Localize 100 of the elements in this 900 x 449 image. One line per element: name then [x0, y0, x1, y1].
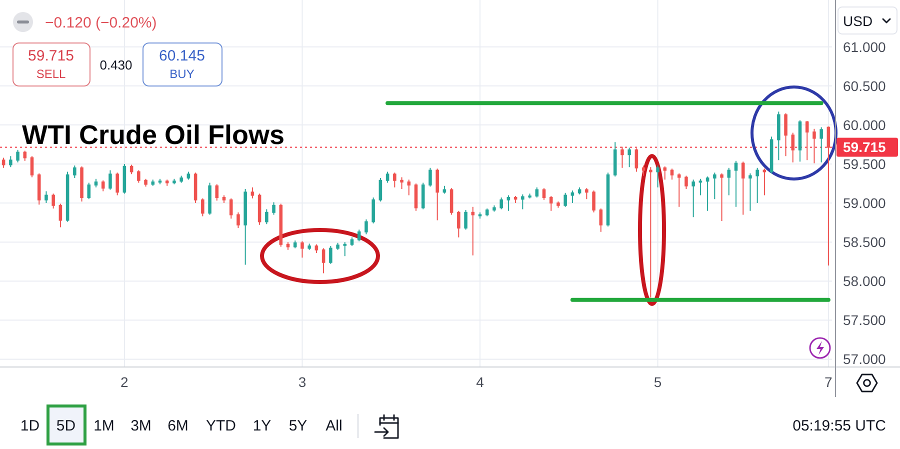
text: 1D — [20, 418, 40, 434]
candlestick — [649, 166, 652, 298]
candlestick — [428, 167, 432, 188]
candlestick — [549, 195, 553, 212]
candlestick — [485, 208, 489, 217]
text: 3M — [130, 418, 152, 434]
y-tick-label: 58.000 — [843, 273, 886, 290]
candlestick — [564, 192, 567, 208]
candlestick — [158, 178, 162, 185]
candlestick — [215, 184, 219, 202]
y-tick-label: 60.500 — [843, 78, 886, 94]
candlestick — [656, 165, 660, 188]
candlestick — [2, 157, 6, 168]
candlestick — [620, 146, 624, 168]
candlestick — [642, 165, 646, 176]
candlestick — [172, 178, 176, 185]
candlestick — [805, 120, 809, 161]
candlestick — [698, 178, 702, 196]
annotation: BUY — [170, 67, 194, 81]
candlestick — [798, 120, 802, 162]
candlestick — [606, 172, 610, 227]
candlestick — [784, 112, 788, 157]
candlestick — [16, 149, 20, 163]
candlestick — [9, 156, 12, 168]
candlestick — [578, 186, 582, 195]
candlestick — [308, 243, 311, 250]
candlestick — [634, 148, 638, 172]
candlestick — [706, 176, 710, 212]
candlestick — [80, 166, 84, 202]
candlestick — [137, 170, 140, 184]
candlestick — [684, 175, 688, 190]
candlestick — [378, 178, 382, 202]
candlestick — [592, 190, 596, 213]
candlestick — [87, 182, 91, 200]
candlestick — [692, 179, 695, 218]
candlestick — [343, 242, 347, 257]
candlestick — [400, 176, 404, 190]
candlestick — [108, 170, 112, 190]
candlestick — [748, 172, 752, 212]
candlestick — [393, 172, 396, 188]
candlestick — [201, 198, 204, 217]
candlestick — [151, 179, 155, 186]
candlestick — [727, 167, 731, 196]
text: 05:19:55 UTC — [792, 418, 886, 434]
candlestick — [44, 190, 48, 204]
y-tick-label: 57.500 — [843, 312, 886, 328]
candlestick — [286, 242, 290, 250]
candlestick — [272, 202, 276, 216]
candlestick — [741, 161, 745, 216]
y-tick-label: 59.500 — [843, 156, 886, 172]
candlestick — [407, 179, 411, 196]
candlestick — [542, 188, 546, 200]
candlestick — [66, 171, 70, 222]
candlestick — [229, 198, 233, 220]
annotation: 0.430 — [100, 58, 132, 72]
candlestick — [37, 172, 41, 206]
candlestick — [180, 175, 183, 184]
candlestick — [101, 180, 105, 192]
annotation: SELL — [36, 67, 66, 81]
candlestick — [756, 167, 759, 204]
candlestick — [478, 212, 482, 220]
text: 6M — [168, 418, 188, 434]
y-tick-label: 61.000 — [843, 38, 886, 55]
text: All — [326, 418, 342, 434]
candlestick — [116, 172, 119, 196]
annotation: 60.145 — [159, 48, 205, 64]
candlestick — [329, 245, 332, 264]
candlestick — [521, 194, 524, 210]
candlestick — [791, 132, 795, 163]
text: USD — [843, 13, 873, 29]
candlestick — [236, 212, 240, 229]
candlestick — [720, 172, 724, 222]
x-tick-label: 3 — [298, 374, 306, 390]
candlestick — [500, 197, 503, 210]
candlestick — [670, 168, 674, 180]
candlestick — [94, 178, 98, 188]
annotation: −0.120 (−0.20%) — [45, 14, 157, 32]
candlestick — [506, 194, 510, 212]
candlestick — [130, 164, 134, 175]
y-tick-label: 60.000 — [843, 116, 886, 133]
candlestick — [52, 193, 55, 209]
x-tick-label: 7 — [824, 374, 833, 390]
text: 1Y — [252, 418, 272, 434]
candlestick — [599, 208, 603, 232]
candlestick — [442, 185, 446, 194]
candlestick — [386, 171, 390, 184]
candlestick — [663, 166, 667, 180]
candlestick — [372, 197, 375, 224]
text: 5Y — [288, 418, 308, 434]
y-tick-label: 59.000 — [843, 195, 886, 212]
candlestick — [250, 186, 254, 199]
candlestick — [186, 171, 190, 180]
y-tick-label: 57.000 — [843, 351, 886, 368]
candlestick — [492, 204, 496, 212]
candlestick — [336, 242, 340, 250]
candlestick — [314, 244, 318, 254]
candlestick — [585, 188, 588, 200]
annotation: 59.715 — [28, 48, 74, 64]
candlestick — [812, 128, 816, 164]
candlestick — [464, 210, 468, 230]
